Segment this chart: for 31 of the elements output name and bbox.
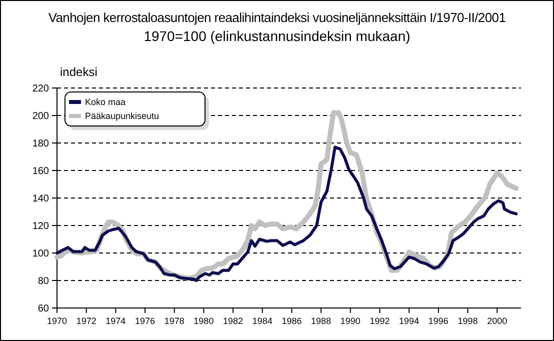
- y-tick-label: 180: [32, 138, 50, 150]
- x-tick-label: 1980: [194, 316, 214, 326]
- x-tick-label: 1988: [311, 316, 332, 326]
- x-tick-label: 1990: [340, 316, 360, 326]
- y-tick-label: 60: [38, 304, 50, 314]
- x-tick-label: 1986: [282, 316, 302, 326]
- y-tick-label: 120: [32, 221, 50, 232]
- x-tick-label: 1998: [458, 316, 478, 326]
- x-tick-label: 1974: [106, 316, 126, 326]
- x-tick-label: 1996: [428, 316, 448, 326]
- y-tick-label: 200: [32, 111, 50, 122]
- y-tick-label: 140: [32, 194, 50, 204]
- x-tick-label: 1982: [223, 316, 244, 326]
- y-tick-label: 220: [32, 84, 50, 94]
- chart-subtitle: 1970=100 (elinkustannusindeksin mukaan): [144, 28, 410, 44]
- x-tick-label: 2000: [487, 316, 508, 326]
- legend-label: Koko maa: [85, 97, 126, 107]
- x-tick-label: 1976: [135, 316, 156, 326]
- y-tick-label: 100: [32, 248, 50, 260]
- x-tick-label: 1992: [370, 316, 390, 326]
- y-axis-title: indeksi: [60, 65, 98, 79]
- line-series: [56, 146, 518, 282]
- chart-title: Vanhojen kerrostaloasuntojen reaalihintaindeksi vuosineljänneksittäin I/1970-II/2001: [48, 10, 506, 25]
- x-tick-label: 1984: [252, 316, 272, 326]
- x-tick-label: 1978: [164, 316, 184, 326]
- x-tick-label: 1994: [399, 316, 420, 326]
- legend-label: Pääkaupunkiseutu: [85, 111, 160, 121]
- y-tick-label: 80: [38, 276, 50, 287]
- y-tick-label: 160: [32, 166, 50, 177]
- x-tick-label: 1970: [46, 316, 68, 326]
- x-tick-label: 1972: [76, 316, 96, 326]
